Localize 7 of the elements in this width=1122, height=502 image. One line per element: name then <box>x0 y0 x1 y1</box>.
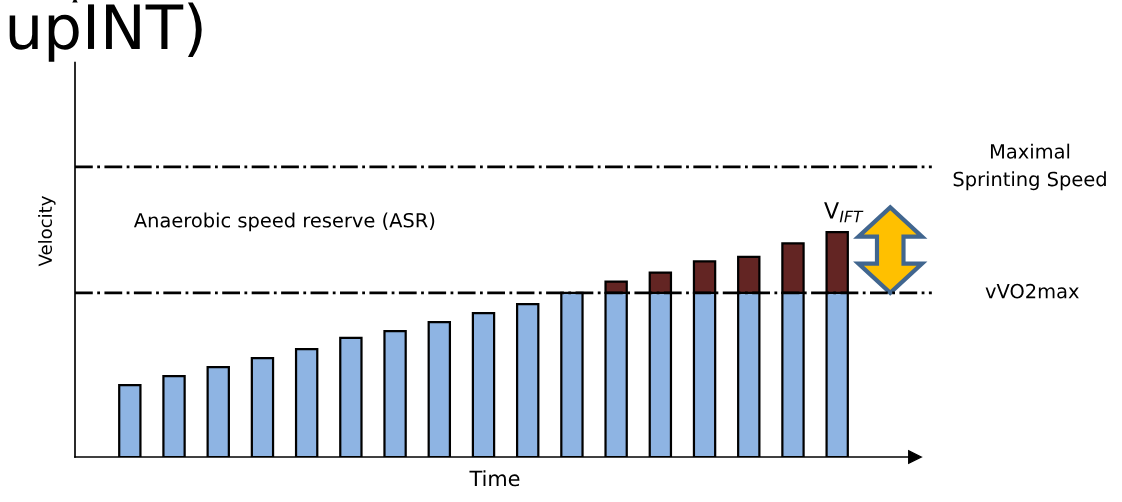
x-axis-title: Time <box>469 470 520 487</box>
chart-title: upINT) <box>9 2 202 62</box>
text: V$_{IFT}$ <box>824 202 864 223</box>
ref-line-label: Maximal Sprinting Speed <box>953 143 1106 191</box>
text: Anaerobic speed reserve (ASR) <box>133 212 435 232</box>
y-axis-title: Velocity <box>38 196 56 267</box>
ref-line-label: vVO2max <box>985 283 1079 299</box>
